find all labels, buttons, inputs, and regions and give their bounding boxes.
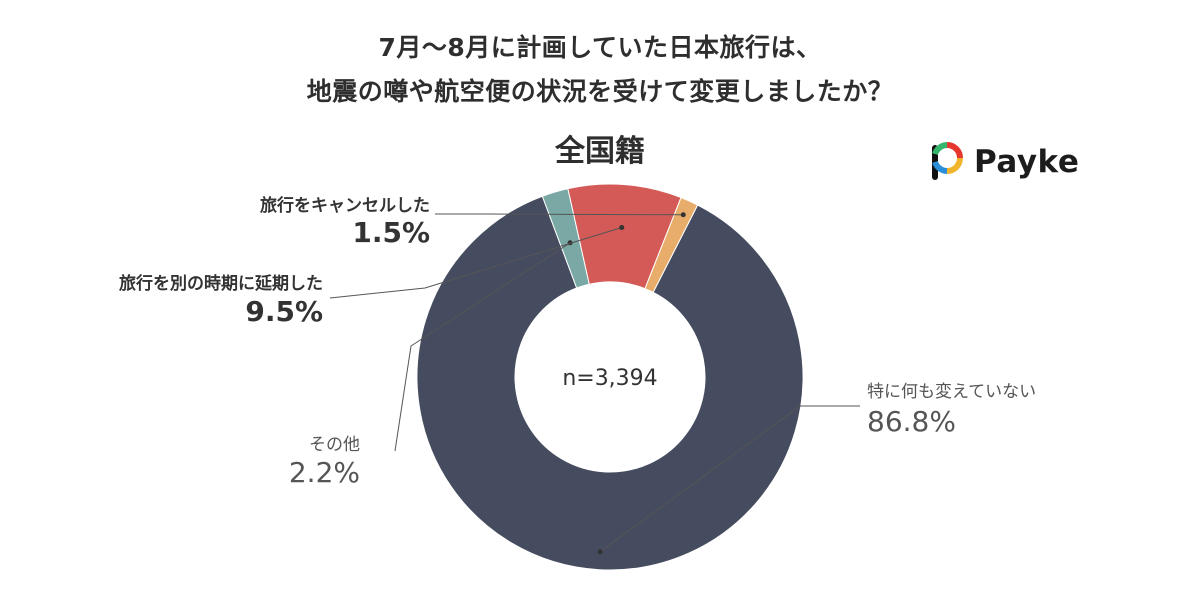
leader-line-0	[599, 405, 860, 553]
slice-value-2: 9.5%	[245, 295, 323, 328]
chart-title-line1: 7月〜8月に計画していた日本旅行は、	[378, 33, 822, 62]
leader-line-1	[394, 242, 571, 452]
slice-label-3: 旅行をキャンセルした	[260, 195, 430, 216]
sample-size-label: n=3,394	[562, 366, 657, 391]
slice-label-0: 特に何も変えていない	[867, 382, 1036, 402]
leader-line-3	[435, 213, 684, 216]
leader-line-2	[329, 226, 622, 299]
leader-dot-0	[597, 549, 603, 555]
slice-value-3: 1.5%	[352, 216, 430, 249]
slice-value-0: 86.8%	[867, 405, 956, 438]
payke-logo-icon	[932, 142, 963, 180]
slice-label-2: 旅行を別の時期に延期した	[119, 273, 323, 294]
chart-subtitle: 全国籍	[555, 134, 645, 169]
chart-title-line2: 地震の噂や航空便の状況を受けて変更しましたか？	[306, 77, 894, 106]
payke-logo: Payke	[930, 142, 1079, 182]
leader-dot-3	[680, 212, 686, 218]
slice-value-1: 2.2%	[289, 456, 360, 489]
logo-wordmark: Payke	[974, 144, 1080, 180]
leader-dot-2	[619, 224, 625, 230]
slice-label-1: その他	[309, 435, 360, 455]
donut-slice-0	[416, 195, 804, 571]
donut-slice-3	[644, 196, 699, 294]
